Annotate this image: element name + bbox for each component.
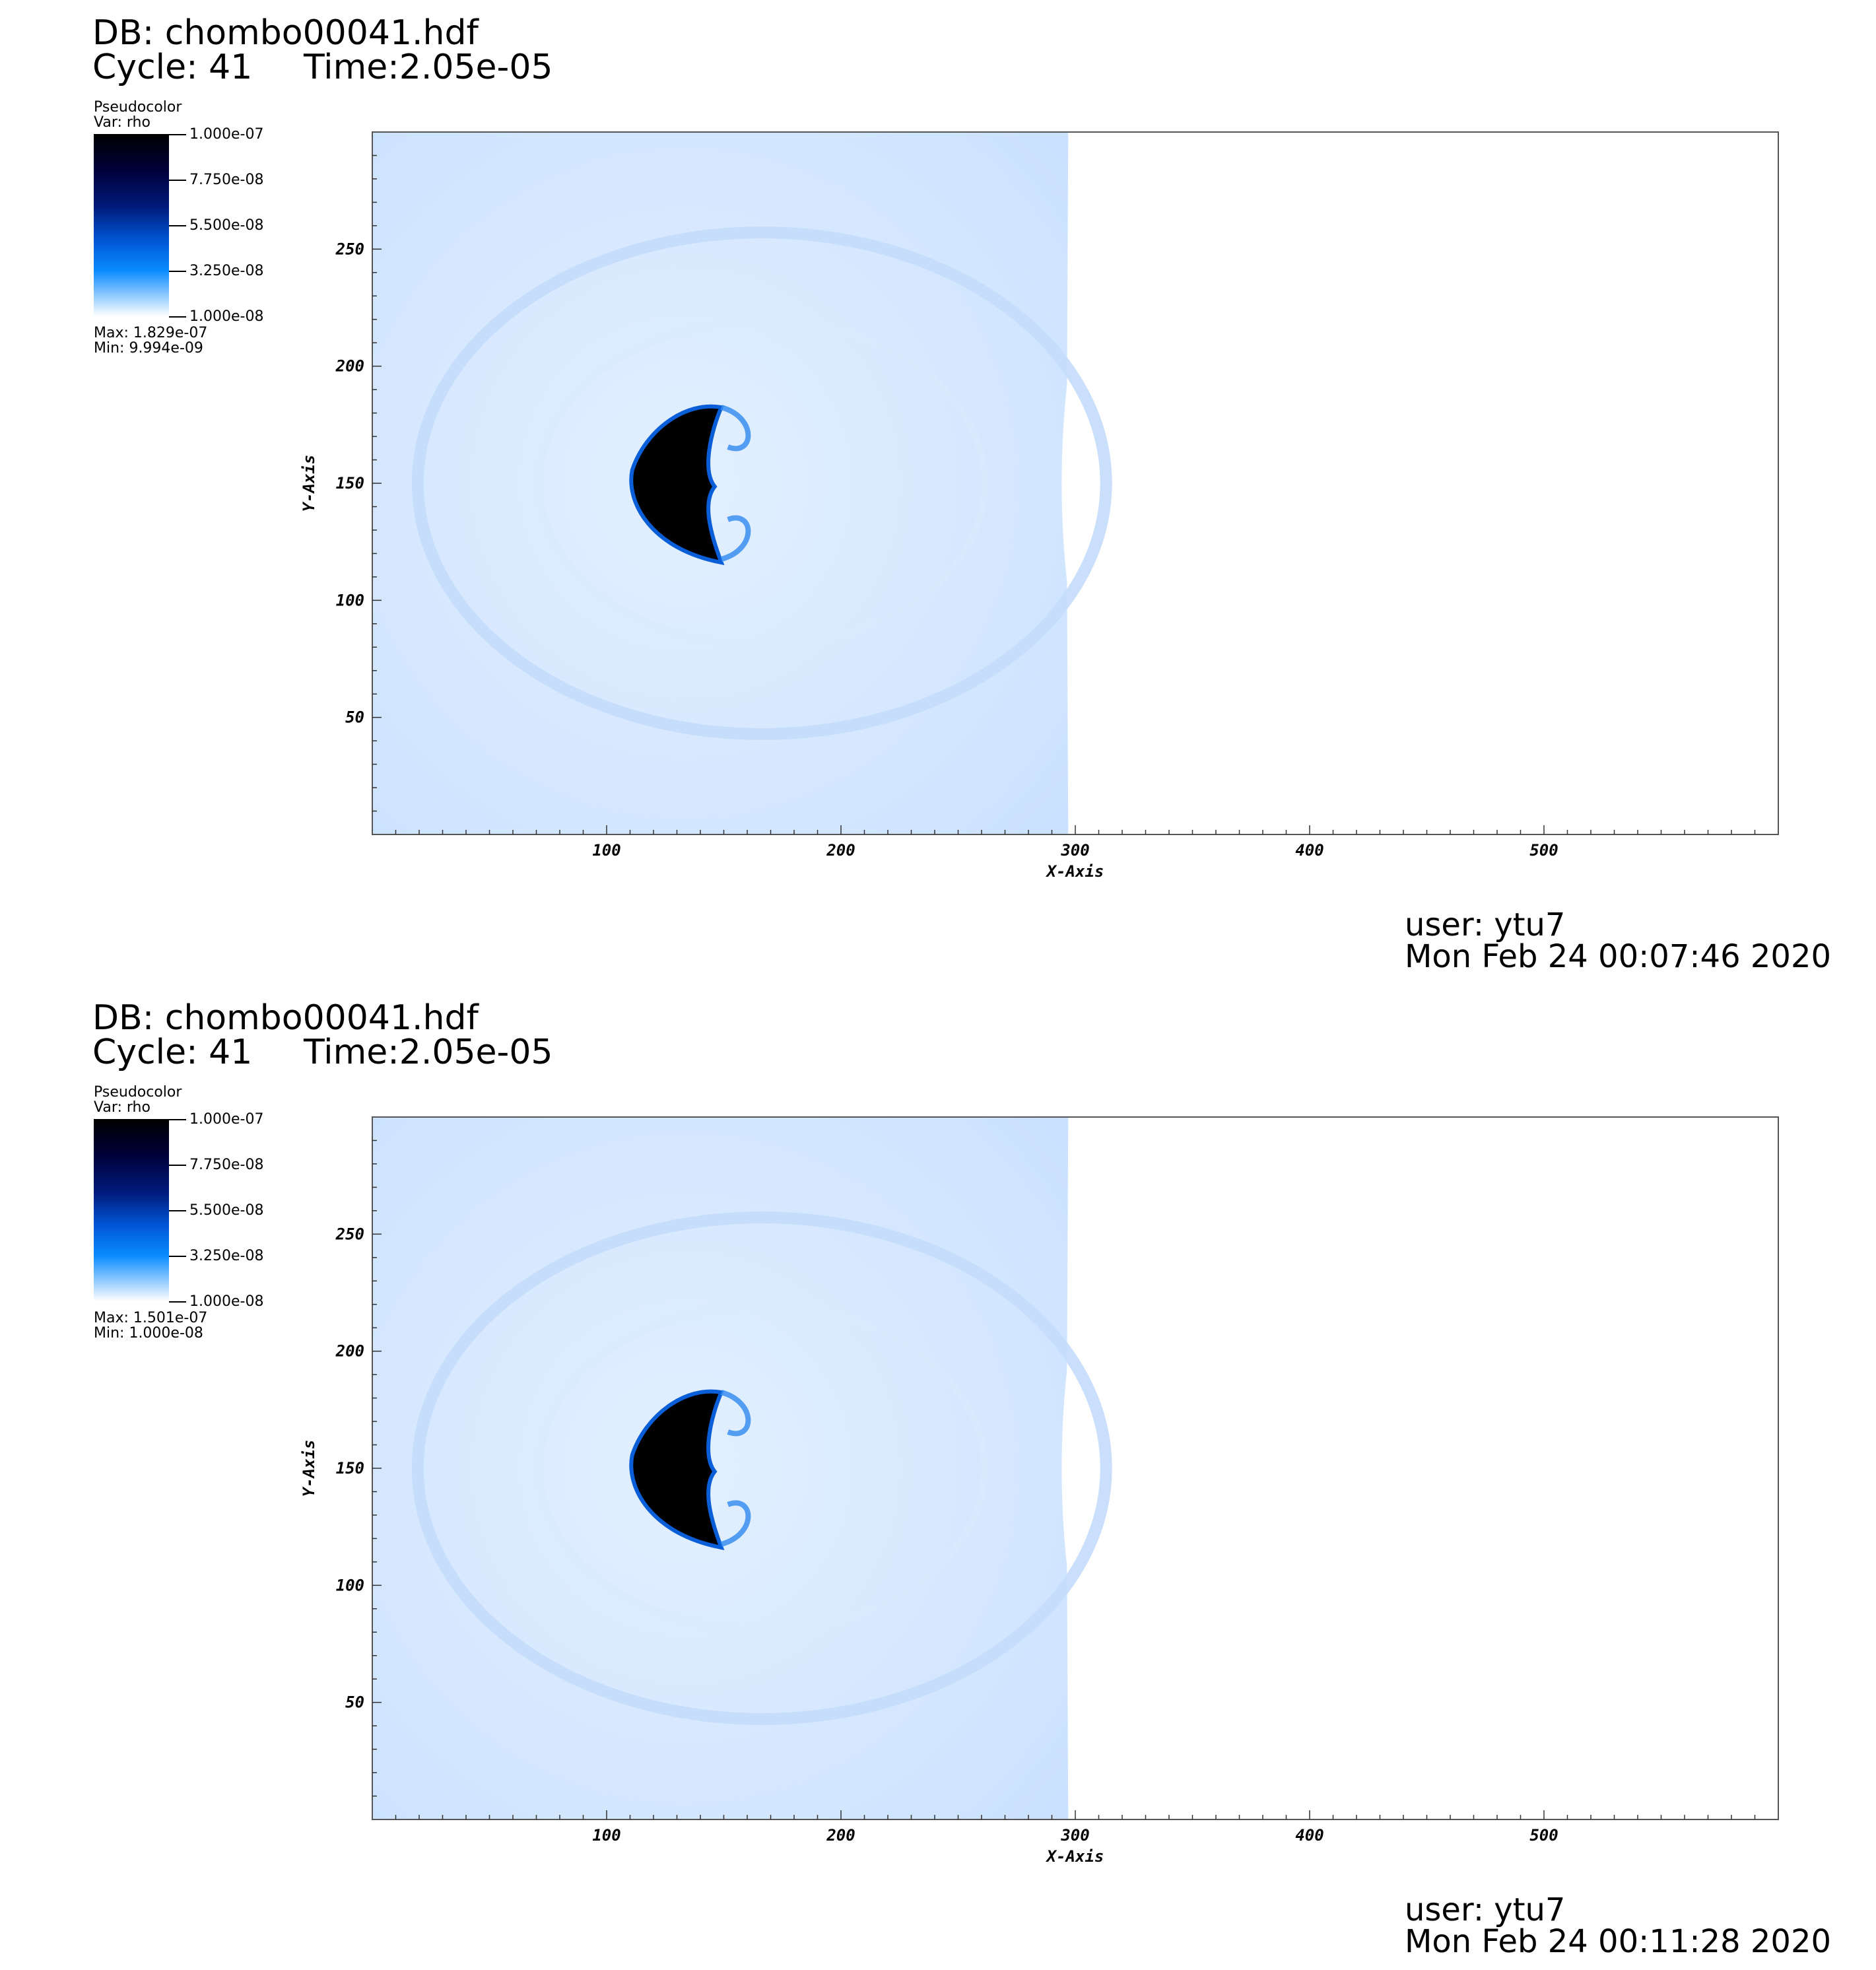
legend-max: Max: 1.501e-07 — [94, 1310, 208, 1326]
colorbar-label: 5.500e-08 — [189, 1202, 264, 1219]
colorbar-tick — [169, 1165, 186, 1166]
plot-panel-bottom: DB: chombo00041.hdf Cycle: 41 Time:2.05e… — [0, 985, 1876, 1970]
x-tick-label: 100 — [592, 1826, 620, 1845]
colorbar-tick — [169, 271, 186, 272]
y-tick-label: 250 — [335, 1225, 364, 1243]
shock-ring — [411, 226, 1112, 740]
x-tick-label: 300 — [1060, 841, 1089, 860]
shock-ring — [411, 1211, 1112, 1725]
plot-area: 100 200 300 400 500 50 100 150 200 250 X-Axis Y-Axi… — [300, 131, 1779, 881]
vortex-roll — [720, 405, 751, 452]
legend-variable: Var: rho — [94, 1099, 151, 1116]
colorbar-tick — [169, 1119, 186, 1120]
legend-min: Min: 1.000e-08 — [94, 1325, 203, 1342]
y-axis-title: Y-Axis — [300, 455, 318, 512]
colorbar-tick — [169, 1301, 186, 1303]
colorbar-label: 1.000e-08 — [189, 1293, 264, 1310]
density-field — [372, 1117, 1069, 1819]
y-tick-label: 100 — [336, 1576, 364, 1594]
plot-area: 100 200 300 400 500 50 100 150 200 250 X-Axis Y-Axi… — [300, 1116, 1779, 1866]
legend-min: Min: 9.994e-09 — [94, 340, 203, 357]
legend-variable: Var: rho — [94, 114, 151, 131]
db-title: DB: chombo00041.hdf — [92, 13, 479, 53]
y-tick-label: 250 — [335, 240, 364, 258]
legend-max: Max: 1.829e-07 — [94, 325, 208, 341]
colorbar-tick — [169, 1210, 186, 1211]
x-tick-label: 100 — [592, 841, 620, 860]
date-label: Mon Feb 24 00:11:28 2020 — [1405, 1923, 1832, 1960]
y-tick-label: 150 — [336, 1459, 364, 1478]
colorbar-label: 5.500e-08 — [189, 217, 264, 234]
density-field — [372, 132, 1069, 834]
x-tick-label: 300 — [1060, 1826, 1089, 1845]
colorbar-label: 1.000e-08 — [189, 308, 264, 325]
x-axis-title: X-Axis — [1046, 1847, 1104, 1866]
colorbar-label: 3.250e-08 — [189, 1248, 264, 1264]
legend-plot-type: Pseudocolor — [94, 99, 182, 116]
vortex-roll — [720, 1500, 751, 1547]
date-label: Mon Feb 24 00:07:46 2020 — [1405, 938, 1832, 975]
plot-panel-top: DB: chombo00041.hdf Cycle: 41 Time:2.05e… — [92, 13, 1832, 975]
colorbar-label: 1.000e-07 — [189, 1111, 264, 1128]
y-tick-label: 200 — [335, 1342, 364, 1361]
y-tick-label: 50 — [345, 708, 364, 727]
colorbar-label: 7.750e-08 — [189, 1157, 264, 1173]
time-label: Time:2.05e-05 — [304, 1033, 553, 1072]
x-tick-label: 200 — [826, 841, 855, 860]
cycle-label: Cycle: 41 — [92, 48, 253, 87]
y-tick-label: 150 — [336, 474, 364, 493]
colorbar-tick — [169, 180, 186, 181]
colorbar-label: 3.250e-08 — [189, 263, 264, 279]
legend-plot-type: Pseudocolor — [94, 1084, 182, 1101]
x-tick-label: 500 — [1529, 1826, 1558, 1845]
colorbar-label: 1.000e-07 — [189, 126, 264, 143]
shock-ring — [535, 318, 988, 649]
user-label: user: ytu7 — [1405, 906, 1566, 943]
colorbar-tick — [169, 225, 186, 226]
y-tick-label: 100 — [336, 591, 364, 609]
y-axis-title: Y-Axis — [300, 1440, 318, 1497]
colorbar — [94, 1119, 169, 1301]
colorbar-tick — [169, 1256, 186, 1257]
x-tick-label: 400 — [1295, 841, 1323, 860]
y-tick-label: 200 — [335, 357, 364, 376]
y-tick-label: 50 — [345, 1693, 364, 1712]
colorbar — [94, 134, 169, 316]
x-axis-title: X-Axis — [1046, 862, 1104, 881]
colorbar-tick — [169, 316, 186, 318]
colorbar-label: 7.750e-08 — [189, 172, 264, 188]
shock-ring — [535, 1303, 988, 1634]
vortex-roll — [720, 1390, 751, 1437]
x-tick-label: 400 — [1295, 1826, 1323, 1845]
density-plot: 100 200 300 400 500 50 100 150 200 250 X-Axis Y-Axi… — [300, 1116, 1779, 1866]
user-label: user: ytu7 — [1405, 1891, 1566, 1928]
density-plot: 100 200 300 400 500 50 100 150 200 250 X-Axis Y-Axi… — [300, 131, 1779, 881]
colorbar-tick — [169, 134, 186, 135]
db-title: DB: chombo00041.hdf — [92, 998, 479, 1038]
x-tick-label: 200 — [826, 1826, 855, 1845]
time-label: Time:2.05e-05 — [304, 48, 553, 87]
x-tick-label: 500 — [1529, 841, 1558, 860]
cycle-label: Cycle: 41 — [92, 1033, 253, 1072]
dense-blob — [629, 404, 725, 565]
dense-blob — [629, 1389, 725, 1550]
vortex-roll — [720, 515, 751, 562]
